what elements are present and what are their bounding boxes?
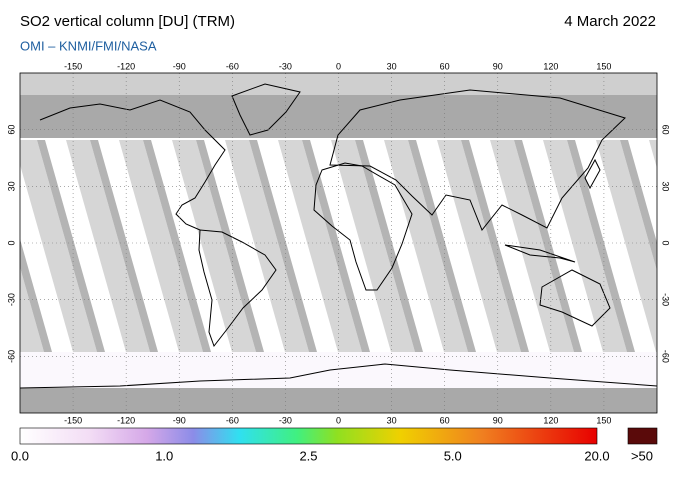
lon-label-bottom: -150 bbox=[64, 415, 82, 425]
lat-label-right: -60 bbox=[661, 350, 671, 363]
north-america bbox=[39, 99, 226, 231]
swath-gap bbox=[143, 140, 211, 352]
lon-label-top: 60 bbox=[440, 61, 450, 71]
lon-label-bottom: 90 bbox=[493, 415, 503, 425]
eurasia bbox=[329, 89, 626, 231]
swath-light bbox=[278, 140, 362, 352]
swath-gap bbox=[302, 140, 370, 352]
swath-gap bbox=[408, 140, 476, 352]
colorbar-label: 0.0 bbox=[11, 448, 29, 463]
lon-label-top: 120 bbox=[543, 61, 558, 71]
colorbar-overflow-label: >50 bbox=[631, 448, 653, 463]
swath-light bbox=[119, 140, 203, 352]
title: SO2 vertical column [DU] (TRM) bbox=[20, 13, 235, 30]
swath-gap bbox=[90, 140, 158, 352]
swath-gap bbox=[461, 140, 529, 352]
lat-label-right: 60 bbox=[661, 125, 671, 135]
lon-label-top: -150 bbox=[64, 61, 82, 71]
lat-label-left: 30 bbox=[6, 181, 16, 191]
lat-label-right: 30 bbox=[661, 181, 671, 191]
lon-label-top: 0 bbox=[336, 61, 341, 71]
lat-label-left: 60 bbox=[6, 125, 16, 135]
colorbar-labels: 0.0 1.0 2.5 5.0 20.0 bbox=[11, 448, 610, 463]
lon-label-top: 30 bbox=[387, 61, 397, 71]
colorbar-label: 20.0 bbox=[584, 448, 609, 463]
swath-gap bbox=[620, 140, 657, 271]
lon-label-bottom: -90 bbox=[173, 415, 186, 425]
africa bbox=[313, 162, 413, 291]
swath-light bbox=[20, 140, 97, 352]
swath-gap bbox=[355, 140, 423, 352]
colorbar-label: 5.0 bbox=[444, 448, 462, 463]
australia bbox=[539, 269, 611, 327]
lon-label-bottom: 120 bbox=[543, 415, 558, 425]
colorbar-overflow bbox=[627, 427, 658, 445]
antarctica bbox=[20, 363, 657, 389]
lon-label-bottom: 0 bbox=[336, 415, 341, 425]
lon-label-top: -30 bbox=[279, 61, 292, 71]
lon-label-bottom: 150 bbox=[596, 415, 611, 425]
colorbar-label: 2.5 bbox=[299, 448, 317, 463]
coastlines bbox=[20, 83, 657, 389]
lat-label-left: 0 bbox=[6, 240, 16, 245]
swath-gap bbox=[567, 140, 635, 352]
swath-light bbox=[66, 140, 150, 352]
swath-gap bbox=[37, 140, 105, 352]
lon-label-top: 150 bbox=[596, 61, 611, 71]
lon-label-bottom: -60 bbox=[226, 415, 239, 425]
lat-label-right: -30 bbox=[661, 293, 671, 306]
swath-light bbox=[437, 140, 521, 352]
swath-light bbox=[331, 140, 415, 352]
swath-light bbox=[172, 140, 256, 352]
swath-light bbox=[225, 140, 309, 352]
lon-label-bottom: 60 bbox=[440, 415, 450, 425]
map bbox=[20, 73, 657, 413]
swath-light bbox=[596, 140, 657, 352]
swath-light bbox=[649, 140, 657, 169]
swath-light bbox=[490, 140, 574, 352]
axis-labels: -150 -150 -120 -120 -90 -90 -60 -60 -30 -30 0 0 30 30… bbox=[6, 61, 670, 425]
swath-gap bbox=[514, 140, 582, 352]
lon-label-top: 90 bbox=[493, 61, 503, 71]
lon-label-top: -120 bbox=[117, 61, 135, 71]
greenland bbox=[231, 83, 301, 136]
lat-label-left: -60 bbox=[6, 350, 16, 363]
swath-gap bbox=[249, 140, 317, 352]
swath-light bbox=[384, 140, 468, 352]
lon-label-bottom: 30 bbox=[387, 415, 397, 425]
lon-label-bottom: -30 bbox=[279, 415, 292, 425]
indonesia bbox=[504, 244, 576, 263]
south-america bbox=[198, 229, 277, 348]
colorbar-label: 1.0 bbox=[155, 448, 173, 463]
map-frame bbox=[19, 72, 658, 414]
swath-gap bbox=[20, 238, 52, 352]
graticule bbox=[20, 73, 657, 413]
lat-label-left: -30 bbox=[6, 293, 16, 306]
lon-label-top: -60 bbox=[226, 61, 239, 71]
japan bbox=[584, 158, 601, 190]
lon-label-top: -90 bbox=[173, 61, 186, 71]
colorbar bbox=[19, 427, 598, 445]
lon-label-bottom: -120 bbox=[117, 415, 135, 425]
source: OMI – KNMI/FMI/NASA bbox=[20, 38, 157, 53]
date: 4 March 2022 bbox=[564, 13, 656, 30]
lat-label-right: 0 bbox=[661, 240, 671, 245]
swath-gap bbox=[196, 140, 264, 352]
polar-band bbox=[20, 73, 657, 95]
